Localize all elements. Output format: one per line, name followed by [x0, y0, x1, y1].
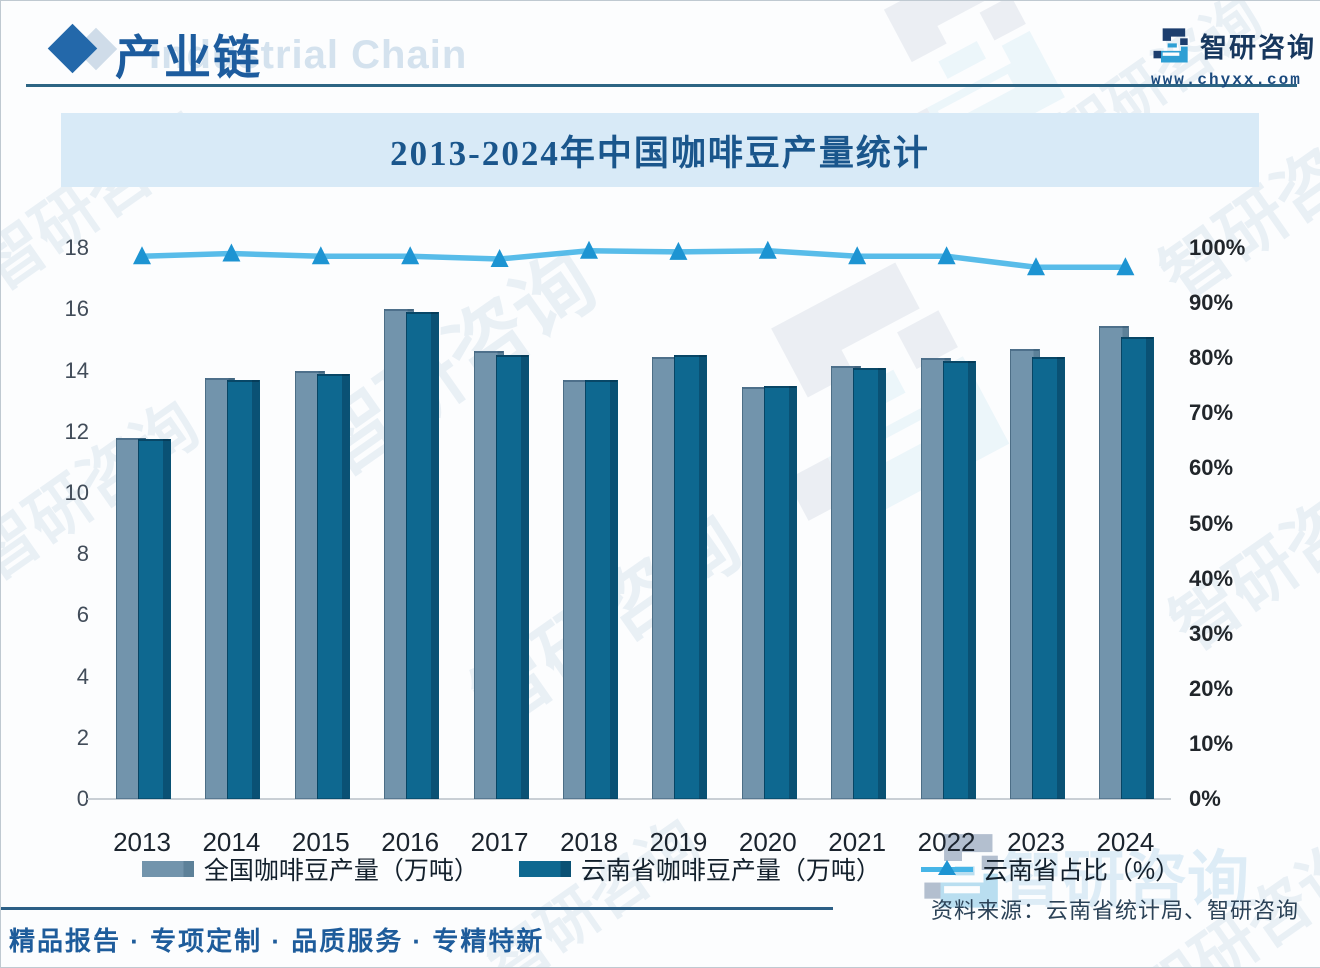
bar-yunnan: [763, 385, 797, 799]
share-marker-triangle-icon: [311, 246, 330, 265]
y-axis-left-tick: 10: [64, 480, 89, 505]
bar-yunnan: [942, 361, 976, 799]
footer-slogan: 精品报告 · 专项定制 · 品质服务 · 专精特新: [9, 926, 545, 956]
y-axis-right-tick: 0%: [1189, 786, 1221, 811]
share-marker-triangle-icon: [1116, 257, 1135, 276]
bar-yunnan: [1032, 356, 1065, 799]
share-marker-triangle-icon: [580, 240, 598, 259]
y-axis-right-tick: 40%: [1189, 565, 1234, 591]
diamond-dark-shape: [47, 23, 98, 74]
share-marker-triangle-icon: [758, 240, 777, 259]
y-axis-left-tick: 6: [76, 602, 89, 628]
x-axis-label: 2014: [202, 827, 261, 857]
chart-title: 2013-2024年中国咖啡豆产量统计: [390, 133, 930, 173]
x-axis-label: 2016: [381, 827, 440, 857]
share-marker-triangle-icon: [937, 246, 956, 265]
share-marker-triangle-icon: [848, 246, 867, 265]
y-axis-left-tick: 4: [76, 663, 89, 689]
legend-label: 云南省占比（%）: [982, 857, 1181, 885]
share-marker-triangle-icon: [401, 246, 420, 265]
y-axis-left-tick: 18: [64, 235, 89, 261]
legend-swatch: [141, 861, 194, 877]
y-axis-right-tick: 50%: [1189, 510, 1234, 536]
x-axis-label: 2024: [1096, 827, 1155, 857]
legend-item: 云南省占比（%）: [920, 851, 1181, 887]
legend-swatch: [518, 861, 571, 877]
brand-name: 智研咨询: [1200, 32, 1316, 63]
bar-yunnan: [1121, 336, 1155, 799]
y-axis-right-tick: 80%: [1189, 345, 1234, 371]
legend-item: 全国咖啡豆产量（万吨）: [141, 851, 479, 887]
bar-yunnan: [495, 355, 529, 799]
bar-yunnan: [853, 367, 887, 799]
y-axis-left-tick: 12: [64, 418, 89, 444]
y-axis-right-tick: 60%: [1189, 455, 1234, 481]
legend-line-marker-icon: [920, 857, 973, 881]
chart-legend: 全国咖啡豆产量（万吨） 云南省咖啡豆产量（万吨） 云南省占比（%）: [1, 851, 1320, 887]
bar-yunnan: [138, 439, 171, 799]
brand-logo-icon: [1153, 28, 1188, 63]
y-axis-right-tick: 20%: [1189, 675, 1234, 701]
share-marker-triangle-icon: [222, 243, 241, 262]
legend-label: 全国咖啡豆产量（万吨）: [203, 857, 479, 885]
share-marker-triangle-icon: [1027, 257, 1045, 276]
legend-triangle-icon: [937, 860, 956, 875]
footer-divider: [1, 907, 833, 910]
x-axis-label: 2023: [1007, 827, 1065, 857]
x-axis-label: 2022: [917, 827, 976, 857]
share-marker-triangle-icon: [490, 249, 509, 268]
x-axis-label: 2017: [470, 827, 529, 857]
chart-title-banner: 2013-2024年中国咖啡豆产量统计: [61, 113, 1259, 187]
brand-block: 智研咨询 www.chyxx.com: [1151, 25, 1316, 89]
y-axis-right-tick: 90%: [1189, 290, 1234, 316]
y-axis-left-tick: 2: [76, 724, 89, 750]
share-marker-triangle-icon: [669, 241, 688, 260]
x-axis-line: [87, 798, 1171, 800]
y-axis-right-tick: 100%: [1189, 235, 1246, 260]
bar-yunnan: [316, 373, 350, 799]
share-marker-triangle-icon: [133, 246, 151, 265]
y-axis-right-tick: 70%: [1189, 400, 1234, 426]
data-source: 资料来源：云南省统计局、智研咨询: [930, 898, 1299, 923]
page-title: 产业链: [115, 33, 262, 85]
header-divider: [26, 84, 1297, 87]
legend-label: 云南省咖啡豆产量（万吨）: [580, 857, 881, 885]
y-axis-right-tick: 30%: [1189, 620, 1234, 646]
y-axis-left-tick: 8: [76, 541, 89, 567]
y-axis-left-tick: 0: [76, 786, 89, 811]
x-axis-label: 2019: [649, 827, 708, 857]
x-axis-label: 2020: [738, 827, 797, 857]
bar-yunnan: [674, 355, 708, 799]
y-axis-left-tick: 14: [64, 357, 89, 383]
y-axis-left-tick: 16: [64, 296, 89, 322]
watermark-text: 智研咨询: [0, 388, 212, 595]
x-axis-label: 2013: [113, 827, 171, 857]
x-axis-label: 2021: [828, 827, 887, 857]
x-axis-label: 2018: [560, 827, 618, 857]
brand-url[interactable]: www.chyxx.com: [1151, 71, 1302, 89]
bar-yunnan: [406, 312, 440, 799]
y-axis-right-tick: 10%: [1189, 730, 1234, 756]
bar-yunnan: [585, 379, 618, 799]
legend-item: 云南省咖啡豆产量（万吨）: [518, 851, 881, 887]
share-line: [139, 248, 1129, 271]
bar-yunnan: [227, 379, 261, 799]
x-axis-label: 2015: [291, 827, 350, 857]
header-watermark-en: Industrial Chain: [149, 33, 468, 77]
